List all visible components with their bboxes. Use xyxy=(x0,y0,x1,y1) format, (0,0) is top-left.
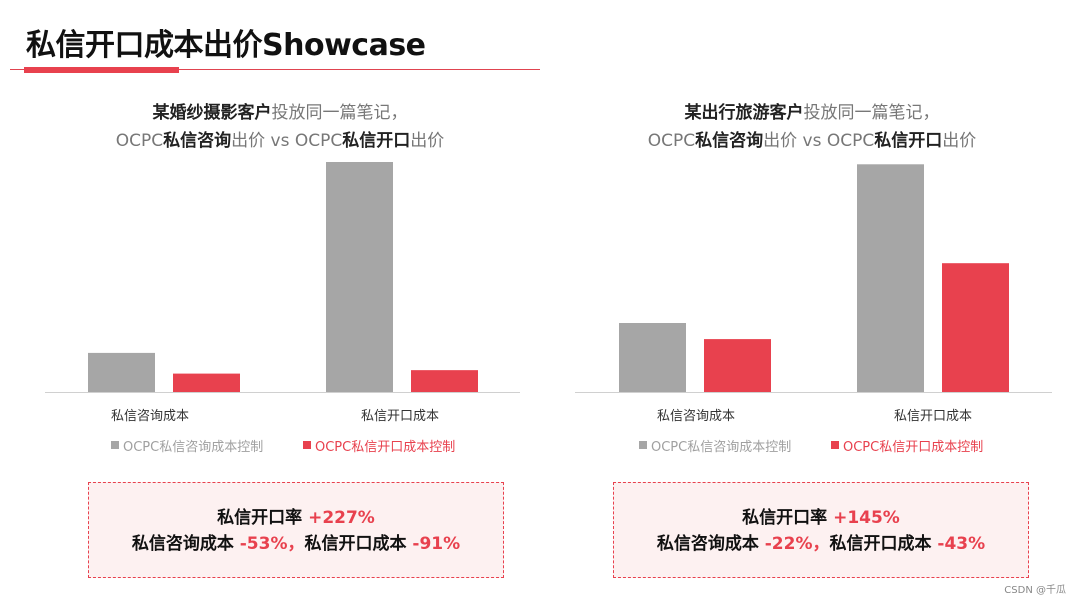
bar-consult-ctrl-consult-cost xyxy=(619,323,686,392)
legend-swatch-gray xyxy=(639,440,647,449)
left-summary-box: 私信开口率 +227% 私信咨询成本 -53%，私信开口成本 -91% xyxy=(88,482,504,578)
bar-open-ctrl-open-cost xyxy=(411,370,478,392)
left-summary-line2: 私信咨询成本 -53%，私信开口成本 -91% xyxy=(131,534,461,554)
legend-swatch-red xyxy=(303,440,311,449)
left-legend-gray: OCPC私信咨询成本控制 xyxy=(111,436,263,455)
watermark: CSDN @千瓜 xyxy=(1004,585,1066,596)
right-category-label-open: 私信开口成本 xyxy=(893,409,972,424)
right-category-label-consult: 私信咨询成本 xyxy=(656,409,735,424)
right-summary-line1: 私信开口率 +145% xyxy=(742,508,900,528)
right-legend-red: OCPC私信开口成本控制 xyxy=(831,436,983,455)
title-accent-bar xyxy=(24,67,179,73)
page-title: 私信开口成本出价Showcase xyxy=(26,28,426,63)
bar-consult-ctrl-open-cost xyxy=(857,164,924,392)
right-summary-box: 私信开口率 +145% 私信咨询成本 -22%，私信开口成本 -43% xyxy=(613,482,1029,578)
left-chart-panel: 某婚纱摄影客户投放同一篇笔记， OCPC私信咨询出价 vs OCPC私信开口出价… xyxy=(30,0,550,604)
right-chart-panel: 某出行旅游客户投放同一篇笔记， OCPC私信咨询出价 vs OCPC私信开口出价… xyxy=(562,0,1080,604)
right-summary-line2: 私信咨询成本 -22%，私信开口成本 -43% xyxy=(656,534,986,554)
left-bar-chart xyxy=(45,162,520,393)
left-subtitle-line1: 某婚纱摄影客户投放同一篇笔记， xyxy=(152,103,408,123)
right-legend-gray: OCPC私信咨询成本控制 xyxy=(639,436,791,455)
left-category-label-consult: 私信咨询成本 xyxy=(110,409,189,424)
legend-swatch-red xyxy=(831,440,839,449)
left-category-label-open: 私信开口成本 xyxy=(360,409,439,424)
right-subtitle-line2: OCPC私信咨询出价 vs OCPC私信开口出价 xyxy=(647,131,977,151)
bar-open-ctrl-consult-cost xyxy=(173,373,240,392)
bar-consult-ctrl-open-cost xyxy=(326,162,393,392)
left-legend-red: OCPC私信开口成本控制 xyxy=(303,436,455,455)
bar-open-ctrl-consult-cost xyxy=(704,339,771,392)
left-summary-line1: 私信开口率 +227% xyxy=(217,508,375,528)
bar-open-ctrl-open-cost xyxy=(942,263,1009,392)
right-bar-chart xyxy=(575,164,1052,393)
bar-consult-ctrl-consult-cost xyxy=(88,352,155,392)
title-underline xyxy=(10,69,540,70)
legend-swatch-gray xyxy=(111,440,119,449)
left-subtitle-line2: OCPC私信咨询出价 vs OCPC私信开口出价 xyxy=(115,131,445,151)
right-subtitle-line1: 某出行旅游客户投放同一篇笔记， xyxy=(684,103,940,123)
